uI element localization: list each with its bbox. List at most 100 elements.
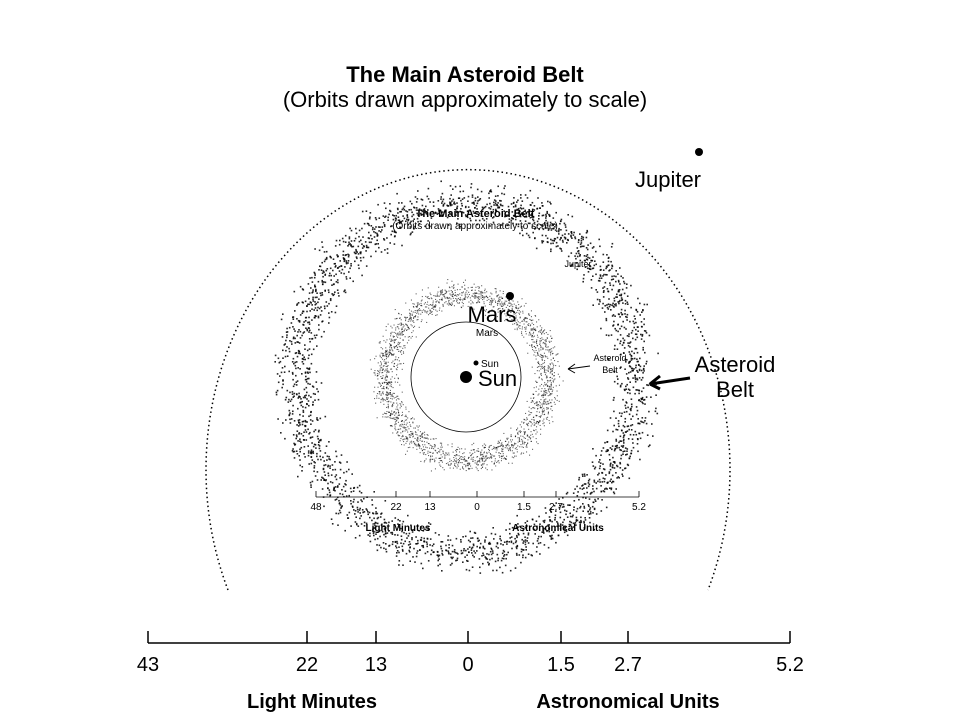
asteroid: [408, 209, 410, 211]
asteroid: [302, 358, 305, 361]
asteroid: [372, 532, 375, 535]
asteroid: [358, 240, 361, 243]
asteroid: [404, 419, 406, 421]
asteroid: [516, 536, 518, 539]
asteroid: [334, 461, 336, 463]
asteroid: [315, 290, 317, 293]
asteroid: [471, 286, 473, 288]
asteroid: [627, 406, 629, 409]
asteroid: [510, 303, 512, 305]
asteroid: [553, 375, 555, 377]
asteroid: [318, 249, 321, 252]
asteroid: [435, 301, 437, 303]
asteroid: [509, 522, 511, 525]
asteroid: [386, 356, 388, 358]
asteroid: [639, 365, 642, 368]
asteroid: [549, 399, 551, 401]
asteroid: [628, 362, 630, 364]
asteroid: [396, 347, 398, 349]
asteroid: [385, 207, 387, 210]
asteroid: [490, 190, 493, 193]
asteroid: [441, 297, 443, 299]
asteroid: [344, 241, 347, 243]
asteroid: [289, 412, 291, 414]
asteroid: [549, 393, 551, 395]
asteroid: [490, 455, 492, 457]
asteroid: [584, 259, 586, 262]
asteroid: [499, 445, 501, 447]
asteroid: [385, 376, 387, 378]
asteroid: [376, 239, 378, 242]
asteroid: [548, 214, 551, 217]
asteroid: [630, 403, 633, 406]
asteroid: [302, 324, 305, 326]
asteroid: [371, 238, 373, 240]
asteroid: [626, 301, 629, 304]
asteroid: [302, 411, 305, 413]
asteroid: [466, 554, 468, 556]
asteroid: [454, 551, 457, 554]
asteroid: [292, 396, 295, 398]
asteroid: [380, 384, 382, 386]
asteroid: [441, 293, 443, 295]
asteroid: [390, 344, 392, 346]
asteroid: [548, 368, 550, 370]
asteroid: [576, 507, 579, 510]
asteroid: [592, 275, 594, 277]
asteroid: [381, 229, 383, 231]
asteroid: [328, 274, 331, 277]
asteroid: [564, 509, 566, 512]
asteroid: [622, 450, 624, 453]
asteroid: [605, 506, 608, 509]
asteroid: [361, 247, 364, 249]
asteroid: [391, 543, 394, 546]
asteroid: [483, 443, 485, 445]
asteroid: [471, 566, 474, 568]
asteroid: [400, 438, 402, 440]
asteroid: [517, 321, 519, 323]
asteroid: [291, 449, 294, 452]
asteroid: [379, 529, 381, 532]
asteroid: [528, 314, 530, 316]
asteroid: [519, 325, 521, 327]
asteroid: [524, 522, 527, 524]
asteroid: [573, 509, 575, 511]
asteroid: [620, 308, 623, 311]
asteroid: [543, 407, 545, 409]
asteroid: [320, 310, 323, 312]
asteroid: [546, 401, 548, 403]
asteroid: [458, 299, 460, 301]
asteroid: [338, 483, 341, 485]
asteroid: [525, 328, 527, 330]
asteroid: [422, 432, 424, 434]
asteroid: [523, 319, 525, 321]
asteroid: [551, 353, 553, 355]
asteroid: [291, 361, 294, 363]
asteroid: [524, 527, 527, 529]
asteroid: [513, 303, 515, 305]
asteroid: [372, 512, 375, 515]
asteroid: [341, 505, 343, 507]
asteroid: [385, 326, 387, 328]
asteroid: [585, 247, 588, 249]
asteroid: [332, 294, 334, 297]
asteroid: [451, 200, 453, 202]
asteroid: [390, 368, 392, 370]
asteroid: [352, 501, 355, 503]
asteroid: [454, 462, 456, 464]
asteroid: [606, 274, 608, 276]
asteroid: [611, 448, 613, 451]
asteroid: [535, 347, 537, 349]
asteroid: [495, 301, 497, 303]
asteroid: [366, 509, 368, 511]
asteroid: [384, 363, 386, 365]
asteroid: [501, 192, 503, 195]
asteroid: [602, 490, 605, 492]
asteroid: [439, 563, 441, 566]
asteroid: [389, 209, 391, 212]
asteroid: [610, 462, 612, 465]
asteroid: [340, 265, 343, 267]
asteroid: [370, 234, 372, 237]
asteroid: [445, 291, 447, 293]
asteroid: [546, 222, 548, 225]
